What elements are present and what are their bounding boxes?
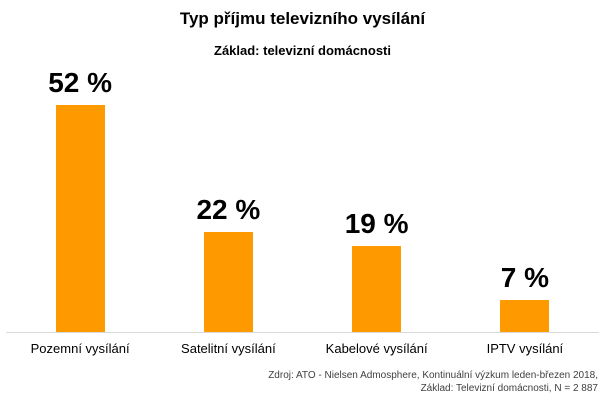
bar-column: 22 % [154, 68, 302, 332]
bar-value-label: 52 % [48, 67, 113, 98]
bar [203, 232, 253, 332]
bar-value-label: 7 % [500, 262, 549, 293]
bar-column: 19 % [303, 68, 451, 332]
bar [352, 246, 402, 332]
category-label: Kabelové vysílání [325, 341, 428, 356]
bar-value-label: 19 % [344, 208, 409, 239]
chart-subtitle: Základ: televizní domácnosti [214, 43, 391, 58]
source-line-2: Základ: Televizní domácnosti, N = 2 887 [420, 383, 598, 394]
source-footer: Zdroj: ATO - Nielsen Admosphere, Kontinu… [268, 369, 598, 395]
bar [500, 300, 550, 332]
category-axis: Pozemní vysílání Satelitní vysílání Kabelo… [6, 341, 599, 356]
source-line-1: Zdroj: ATO - Nielsen Admosphere, Kontinu… [268, 370, 598, 381]
category-label: Pozemní vysílání [30, 341, 130, 356]
bar-value-label: 22 % [196, 194, 261, 225]
bar-column: 52 % [6, 68, 154, 332]
bar-column: 7 % [451, 68, 599, 332]
category-label: IPTV vysílání [486, 341, 564, 356]
bar [55, 105, 105, 332]
category-label: Satelitní vysílání [181, 341, 276, 356]
plot-area: 52 % 22 % 19 % 7 % [6, 68, 599, 333]
chart-title: Typ příjmu televizního vysílání [179, 9, 426, 28]
